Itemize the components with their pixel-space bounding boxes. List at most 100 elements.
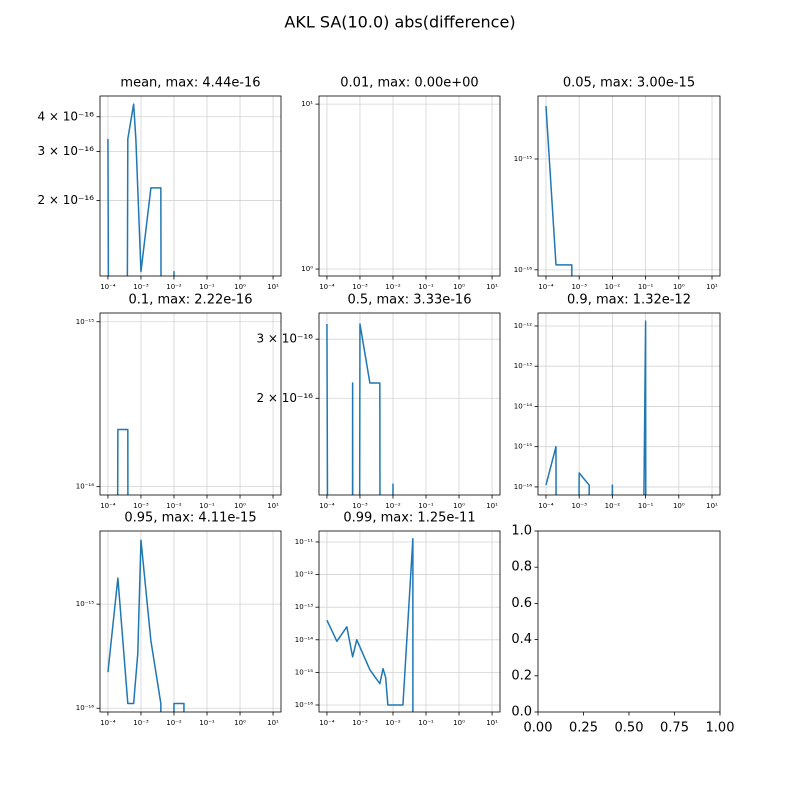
x-tick-label: 10⁻³ [133, 719, 149, 727]
x-tick-label: 10⁻⁴ [319, 283, 335, 291]
subplot-title: 0.5, max: 3.33e-16 [348, 293, 472, 308]
axes-frame [537, 95, 721, 277]
x-tick-label: 10⁻² [385, 719, 401, 727]
x-tick-label: 10¹ [267, 719, 279, 727]
x-tick-label: 10¹ [706, 283, 718, 291]
subplot: mean, max: 4.44e-16 10⁻⁴ 10⁻³ 10⁻² 10⁻¹ 10⁰ 10… [37, 76, 282, 291]
y-tick-label: 10⁻¹⁶ [295, 701, 313, 709]
axes-frame [318, 95, 501, 277]
data-line [107, 539, 185, 712]
subplot: 0.05, max: 3.00e-15 10⁻⁴ 10⁻³ 10⁻² 10⁻¹ 10⁰ 10… [514, 76, 721, 291]
data-line [326, 323, 394, 495]
x-tick-label: 10⁻² [166, 283, 182, 291]
subplot: 0.99, max: 1.25e-11 10⁻⁴ 10⁻³ 10⁻² 10⁻¹ 10⁰ 10… [295, 511, 501, 727]
x-tick-label: 10⁻⁴ [319, 502, 335, 510]
x-tick-label: 10⁻³ [571, 502, 587, 510]
axes-frame [318, 312, 501, 496]
data-line [116, 428, 129, 495]
y-tick-label: 2 × 10⁻¹⁶ [37, 193, 94, 207]
x-tick-label: 10⁻⁴ [538, 502, 554, 510]
y-tick-label: 10¹ [301, 100, 313, 108]
subplot-title: mean, max: 4.44e-16 [120, 76, 260, 91]
subplot: 0.95, max: 4.11e-15 10⁻⁴ 10⁻³ 10⁻² 10⁻¹ 10⁰ 10… [76, 511, 282, 727]
subplot-title: 0.1, max: 2.22e-16 [129, 293, 253, 308]
subplot-title: 0.99, max: 1.25e-11 [343, 511, 475, 526]
x-tick-label: 10⁻² [166, 719, 182, 727]
y-tick-label: 10⁻¹⁵ [76, 318, 94, 326]
y-tick-label: 10⁻¹⁶ [514, 266, 532, 274]
subplot-title: 0.01, max: 0.00e+00 [340, 76, 478, 91]
x-tick-label: 10¹ [486, 502, 498, 510]
x-tick-label: 10⁻³ [352, 502, 368, 510]
subplot: 0.1, max: 2.22e-16 10⁻⁴ 10⁻³ 10⁻² 10⁻¹ 10⁰ 10¹… [76, 293, 282, 510]
y-tick-label: 10⁻¹¹ [295, 538, 313, 546]
x-tick-label: 10¹ [706, 502, 718, 510]
subplot: 0.9, max: 1.32e-12 10⁻⁴ 10⁻³ 10⁻² 10⁻¹ 10⁰ 10¹… [514, 293, 721, 510]
subplot-title: 0.05, max: 3.00e-15 [563, 76, 695, 91]
axes-frame [537, 312, 721, 496]
x-tick-label: 0.00 [524, 721, 553, 736]
data-line [107, 103, 175, 276]
x-tick-label: 10⁰ [673, 283, 685, 291]
x-tick-label: 10⁻³ [352, 283, 368, 291]
x-tick-label: 0.25 [569, 721, 598, 736]
data-line [545, 106, 573, 276]
subplot: 0.5, max: 3.33e-16 10⁻⁴ 10⁻³ 10⁻² 10⁻¹ 10⁰ 10¹… [256, 293, 501, 510]
axes-frame [99, 95, 282, 277]
y-tick-label: 10⁻¹⁶ [76, 704, 94, 712]
y-tick-label: 3 × 10⁻¹⁶ [37, 144, 94, 158]
y-tick-label: 10⁻¹⁶ [76, 483, 94, 491]
x-tick-label: 10⁰ [234, 283, 246, 291]
x-tick-label: 10⁻³ [352, 719, 368, 727]
x-tick-label: 10⁰ [453, 719, 465, 727]
y-tick-label: 10⁻¹⁴ [514, 402, 532, 410]
x-tick-label: 10⁻⁴ [100, 283, 116, 291]
y-tick-label: 10⁻¹³ [514, 362, 532, 370]
x-tick-label: 10⁻¹ [638, 283, 654, 291]
x-tick-label: 10⁻³ [133, 502, 149, 510]
axes-frame [537, 530, 721, 713]
x-tick-label: 10⁻⁴ [100, 719, 116, 727]
x-tick-label: 10¹ [486, 283, 498, 291]
y-tick-label: 0.0 [511, 705, 532, 720]
y-tick-label: 10⁻¹³ [295, 603, 313, 611]
x-tick-label: 10⁻¹ [199, 502, 215, 510]
y-tick-label: 10⁰ [301, 265, 313, 273]
x-tick-label: 10⁻² [385, 283, 401, 291]
subplot-title: 0.9, max: 1.32e-12 [567, 293, 691, 308]
y-tick-label: 3 × 10⁻¹⁶ [256, 332, 313, 346]
x-tick-label: 10⁰ [453, 283, 465, 291]
y-tick-label: 0.2 [511, 668, 532, 683]
x-tick-label: 10⁻¹ [638, 502, 654, 510]
y-tick-label: 10⁻¹⁶ [514, 483, 532, 491]
y-tick-label: 10⁻¹² [514, 322, 532, 330]
x-tick-label: 10⁰ [234, 502, 246, 510]
x-tick-label: 1.00 [706, 721, 735, 736]
x-tick-label: 10⁻² [605, 283, 621, 291]
subplot-title: 0.95, max: 4.11e-15 [124, 511, 256, 526]
x-tick-label: 10⁰ [673, 502, 685, 510]
y-tick-label: 0.8 [511, 560, 532, 575]
y-tick-label: 0.6 [511, 596, 532, 611]
x-tick-label: 0.50 [615, 721, 644, 736]
figure-title: AKL SA(10.0) abs(difference) [284, 13, 515, 32]
axes-frame [318, 530, 501, 713]
x-tick-label: 10⁻³ [133, 283, 149, 291]
y-tick-label: 10⁻¹⁵ [514, 155, 532, 163]
x-tick-label: 10⁻¹ [418, 283, 434, 291]
x-tick-label: 10⁻¹ [199, 283, 215, 291]
x-tick-label: 10⁰ [453, 502, 465, 510]
x-tick-label: 10⁻¹ [418, 502, 434, 510]
x-tick-label: 10⁻³ [571, 283, 587, 291]
x-tick-label: 10⁻² [605, 502, 621, 510]
subplot: 0.01, max: 0.00e+00 10⁻⁴ 10⁻³ 10⁻² 10⁻¹ 10⁰ 10… [301, 76, 501, 291]
y-tick-label: 1.0 [511, 524, 532, 539]
x-tick-label: 10⁻⁴ [538, 283, 554, 291]
y-tick-label: 4 × 10⁻¹⁶ [37, 109, 94, 123]
data-line [326, 538, 414, 712]
y-tick-label: 0.4 [511, 632, 532, 647]
x-tick-label: 10¹ [486, 719, 498, 727]
x-tick-label: 10⁰ [234, 719, 246, 727]
y-tick-label: 10⁻¹⁵ [295, 668, 313, 676]
